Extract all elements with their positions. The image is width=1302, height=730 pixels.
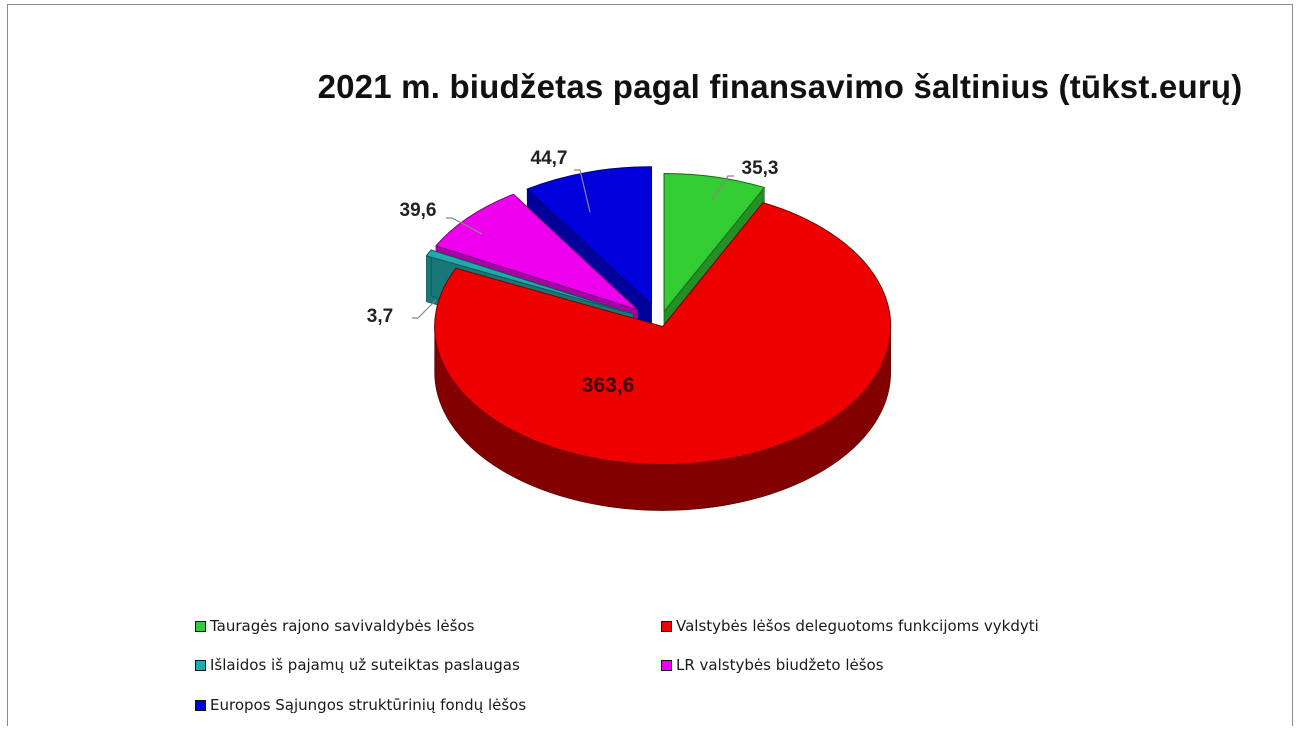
data-label-2: 3,7 [367,306,393,327]
pie-slice-top [425,249,634,315]
legend-item-islaidos: Išlaidos iš pajamų už suteiktas paslauga… [195,656,520,674]
leader-line [711,175,734,201]
data-label-3: 39,6 [400,200,437,221]
legend-label: Valstybės lėšos deleguotoms funkcijoms v… [676,617,1039,635]
pie-slice-top [434,202,892,466]
legend-label: Europos Sąjungos struktūrinių fondų lėšo… [210,696,527,714]
pie-slice-top [526,166,652,306]
legend-item-es-fondu: Europos Sąjungos struktūrinių fondų lėšo… [195,696,526,714]
leader-line [574,169,591,213]
legend-swatch [661,620,672,632]
legend-label: Išlaidos iš pajamų už suteiktas paslauga… [210,656,520,674]
leader-line [446,217,483,235]
pie-slice-top [663,172,766,313]
legend-swatch [195,620,206,632]
data-label-1: 363,6 [582,374,635,397]
legend-item-taurages: Tauragės rajono savivaldybės lėšos [195,617,474,635]
legend-label: Tauragės rajono savivaldybės lėšos [210,617,475,635]
legend-swatch [195,699,206,711]
legend-item-valstybes: Valstybės lėšos deleguotoms funkcijoms v… [661,617,1039,635]
legend-label: LR valstybės biudžeto lėšos [676,656,884,674]
data-label-4: 44,7 [531,148,568,169]
legend-swatch [195,659,206,671]
legend-swatch [661,659,672,671]
leader-line [412,299,437,319]
pie-slice-top [435,193,639,311]
legend-item-lr-biudzeto: LR valstybės biudžeto lėšos [661,656,884,674]
data-label-0: 35,3 [742,158,779,179]
pie-slice-1 [434,201,892,511]
chart-title: 2021 m. biudžetas pagal finansavimo šalt… [317,68,1243,105]
